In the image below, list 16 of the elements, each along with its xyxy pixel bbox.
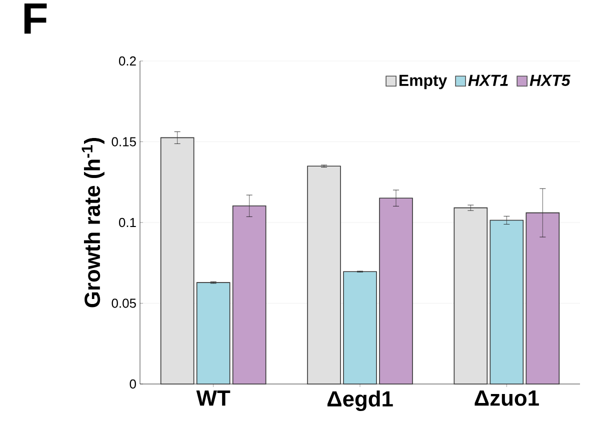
legend-label: HXT1 bbox=[468, 74, 508, 86]
x-tick-label: Δegd1 bbox=[327, 390, 393, 412]
legend-label: Empty bbox=[400, 74, 448, 90]
y-tick-label: 0.15 bbox=[112, 137, 136, 146]
bar bbox=[343, 271, 377, 384]
bar bbox=[490, 220, 524, 384]
x-tick-label: Δzuo1 bbox=[474, 390, 539, 406]
y-tick-label: 0.05 bbox=[112, 298, 136, 308]
bar bbox=[196, 282, 230, 384]
chart-title: F bbox=[24, 4, 47, 34]
y-tick-label: 0.2 bbox=[118, 56, 136, 66]
y-axis-title: Growth rate (h$^{-1}$) bbox=[82, 138, 104, 308]
x-tick-label: WT bbox=[196, 390, 230, 406]
y-tick-label: 0.1 bbox=[118, 218, 136, 228]
y-tick-label: 0 bbox=[130, 379, 136, 389]
legend-label: HXT5 bbox=[530, 74, 570, 86]
